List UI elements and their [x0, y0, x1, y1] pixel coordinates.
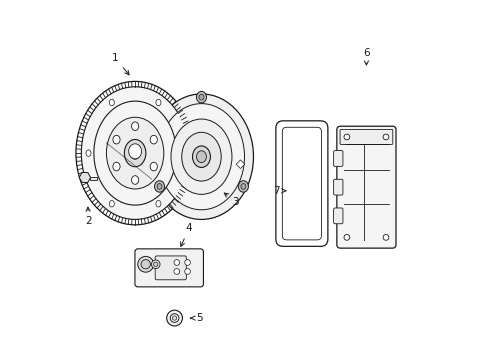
Ellipse shape [156, 99, 161, 106]
Text: 4: 4 [180, 224, 192, 246]
Ellipse shape [196, 151, 206, 163]
Ellipse shape [382, 234, 388, 240]
Ellipse shape [174, 260, 179, 265]
Ellipse shape [241, 184, 245, 189]
Ellipse shape [156, 201, 161, 207]
Ellipse shape [382, 134, 388, 140]
Ellipse shape [192, 146, 210, 167]
Ellipse shape [344, 234, 349, 240]
Ellipse shape [76, 81, 194, 225]
FancyBboxPatch shape [333, 179, 342, 195]
Ellipse shape [113, 162, 120, 171]
Ellipse shape [344, 134, 349, 140]
Ellipse shape [130, 147, 140, 159]
Ellipse shape [109, 201, 114, 207]
Text: 3: 3 [224, 193, 238, 207]
Ellipse shape [172, 316, 176, 320]
Text: 2: 2 [85, 207, 92, 226]
Ellipse shape [86, 150, 91, 156]
Text: 6: 6 [363, 48, 369, 65]
Ellipse shape [166, 310, 182, 326]
Ellipse shape [153, 262, 158, 266]
FancyBboxPatch shape [275, 121, 327, 246]
Polygon shape [236, 160, 244, 168]
Ellipse shape [138, 256, 153, 272]
Ellipse shape [124, 139, 145, 167]
Text: 5: 5 [190, 313, 203, 323]
Ellipse shape [184, 269, 190, 274]
Ellipse shape [154, 181, 164, 192]
Ellipse shape [131, 176, 139, 184]
Ellipse shape [113, 135, 120, 144]
Ellipse shape [170, 314, 179, 322]
FancyBboxPatch shape [89, 177, 97, 180]
Ellipse shape [149, 94, 253, 220]
FancyBboxPatch shape [333, 150, 342, 166]
Ellipse shape [184, 260, 190, 265]
Ellipse shape [128, 144, 142, 159]
Ellipse shape [94, 101, 176, 205]
Ellipse shape [151, 260, 160, 269]
FancyBboxPatch shape [282, 127, 321, 240]
FancyBboxPatch shape [155, 256, 186, 280]
Text: 1: 1 [112, 53, 129, 75]
FancyBboxPatch shape [339, 130, 392, 144]
Ellipse shape [182, 132, 221, 181]
Ellipse shape [150, 162, 157, 171]
Ellipse shape [171, 119, 231, 194]
Ellipse shape [131, 122, 139, 131]
Ellipse shape [150, 135, 157, 144]
FancyBboxPatch shape [135, 249, 203, 287]
Ellipse shape [196, 91, 206, 103]
Ellipse shape [238, 181, 248, 192]
FancyBboxPatch shape [333, 208, 342, 224]
Ellipse shape [141, 260, 150, 269]
Ellipse shape [158, 104, 244, 210]
Ellipse shape [81, 87, 188, 220]
Ellipse shape [199, 94, 203, 100]
Ellipse shape [179, 150, 184, 156]
Ellipse shape [109, 99, 114, 106]
Ellipse shape [106, 117, 163, 189]
Ellipse shape [174, 269, 179, 274]
Ellipse shape [157, 184, 162, 189]
FancyBboxPatch shape [336, 126, 395, 248]
Text: 7: 7 [273, 186, 285, 196]
